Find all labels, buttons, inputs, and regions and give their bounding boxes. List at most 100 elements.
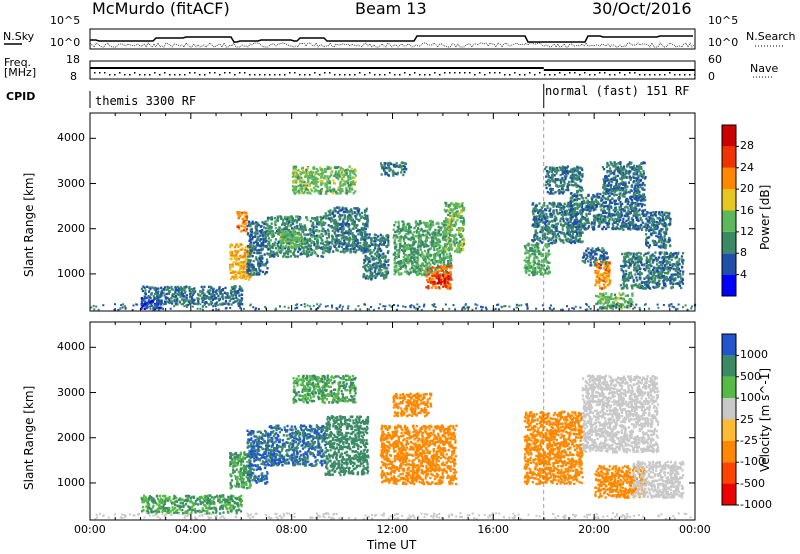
data-pixel bbox=[445, 264, 448, 267]
data-pixel bbox=[553, 167, 556, 170]
data-pixel bbox=[432, 277, 435, 281]
data-pixel bbox=[393, 245, 397, 248]
data-pixel bbox=[261, 257, 264, 260]
data-pixel bbox=[534, 266, 537, 270]
data-pixel bbox=[364, 259, 367, 262]
data-pixel bbox=[237, 258, 240, 261]
data-pixel bbox=[313, 167, 316, 170]
data-pixel bbox=[460, 216, 463, 219]
data-pixel bbox=[443, 279, 446, 283]
data-pixel bbox=[431, 220, 434, 224]
data-pixel bbox=[300, 225, 304, 229]
data-pixel bbox=[545, 208, 548, 212]
data-pixel bbox=[425, 235, 428, 238]
data-pixel bbox=[459, 220, 462, 223]
data-pixel bbox=[162, 291, 165, 295]
data-pixel bbox=[255, 243, 258, 246]
data-pixel bbox=[443, 258, 446, 261]
data-pixel bbox=[277, 228, 280, 232]
data-pixel bbox=[416, 273, 419, 277]
data-pixel bbox=[332, 226, 336, 229]
data-pixel bbox=[563, 168, 566, 171]
data-pixel bbox=[339, 175, 342, 178]
data-pixel bbox=[435, 232, 438, 235]
data-pixel bbox=[550, 241, 553, 245]
nsky-panel-frame bbox=[89, 28, 696, 50]
nave-dot bbox=[559, 72, 561, 74]
data-pixel bbox=[338, 240, 341, 243]
data-pixel bbox=[529, 249, 532, 252]
data-pixel bbox=[213, 294, 216, 297]
data-pixel bbox=[419, 269, 422, 273]
nave-dot bbox=[439, 74, 441, 76]
data-pixel bbox=[236, 250, 239, 254]
data-pixel bbox=[260, 259, 263, 263]
data-pixel bbox=[576, 165, 579, 169]
data-pixel bbox=[410, 226, 413, 229]
data-pixel bbox=[387, 242, 390, 245]
data-pixel bbox=[364, 242, 367, 245]
data-pixel bbox=[425, 262, 428, 266]
data-pixel bbox=[323, 244, 326, 247]
data-pixel bbox=[324, 247, 327, 250]
data-pixel bbox=[423, 245, 426, 248]
data-pixel bbox=[640, 205, 643, 208]
data-pixel bbox=[246, 255, 249, 258]
data-pixel bbox=[417, 245, 420, 248]
data-pixel bbox=[397, 252, 400, 255]
data-pixel bbox=[236, 256, 239, 259]
data-pixel bbox=[299, 223, 303, 226]
data-pixel bbox=[562, 220, 565, 223]
data-pixel bbox=[309, 232, 312, 236]
data-pixel bbox=[540, 254, 543, 258]
data-pixel bbox=[330, 212, 333, 215]
data-pixel bbox=[267, 246, 270, 250]
data-pixel bbox=[404, 162, 407, 165]
data-pixel bbox=[581, 175, 584, 178]
data-pixel bbox=[142, 285, 145, 288]
data-pixel bbox=[370, 265, 373, 269]
nave-dot bbox=[579, 74, 581, 76]
data-pixel bbox=[413, 238, 416, 241]
data-pixel bbox=[459, 235, 462, 239]
data-pixel bbox=[365, 209, 368, 213]
data-pixel bbox=[351, 233, 354, 237]
data-pixel bbox=[386, 251, 389, 254]
data-pixel bbox=[401, 227, 404, 230]
data-pixel bbox=[414, 250, 418, 253]
data-pixel bbox=[358, 212, 361, 216]
data-pixel bbox=[375, 264, 378, 267]
data-pixel bbox=[353, 237, 357, 240]
data-pixel bbox=[245, 214, 249, 217]
nave-dot bbox=[304, 74, 306, 76]
data-pixel bbox=[338, 189, 342, 192]
data-pixel bbox=[448, 275, 452, 279]
data-pixel bbox=[405, 233, 408, 236]
data-pixel bbox=[297, 184, 300, 188]
data-pixel bbox=[367, 277, 370, 280]
data-pixel bbox=[261, 221, 264, 224]
data-pixel bbox=[558, 190, 561, 193]
data-pixel bbox=[345, 249, 348, 253]
data-pixel bbox=[545, 180, 548, 184]
data-pixel bbox=[402, 239, 405, 243]
nave-dot bbox=[109, 74, 111, 76]
data-pixel bbox=[424, 264, 428, 267]
data-pixel bbox=[300, 189, 303, 192]
data-pixel bbox=[383, 266, 386, 270]
data-pixel bbox=[423, 223, 426, 226]
data-pixel bbox=[255, 252, 259, 255]
data-pixel bbox=[443, 261, 446, 264]
data-pixel bbox=[397, 222, 400, 225]
data-pixel bbox=[564, 174, 568, 177]
data-pixel bbox=[315, 240, 319, 243]
data-pixel bbox=[334, 218, 337, 222]
data-pixel bbox=[310, 170, 313, 173]
data-pixel bbox=[566, 232, 569, 235]
data-pixel bbox=[232, 261, 235, 264]
data-pixel bbox=[246, 250, 249, 253]
data-pixel bbox=[552, 192, 555, 195]
data-pixel bbox=[315, 188, 318, 191]
data-pixel bbox=[280, 234, 284, 237]
data-pixel bbox=[320, 218, 323, 221]
